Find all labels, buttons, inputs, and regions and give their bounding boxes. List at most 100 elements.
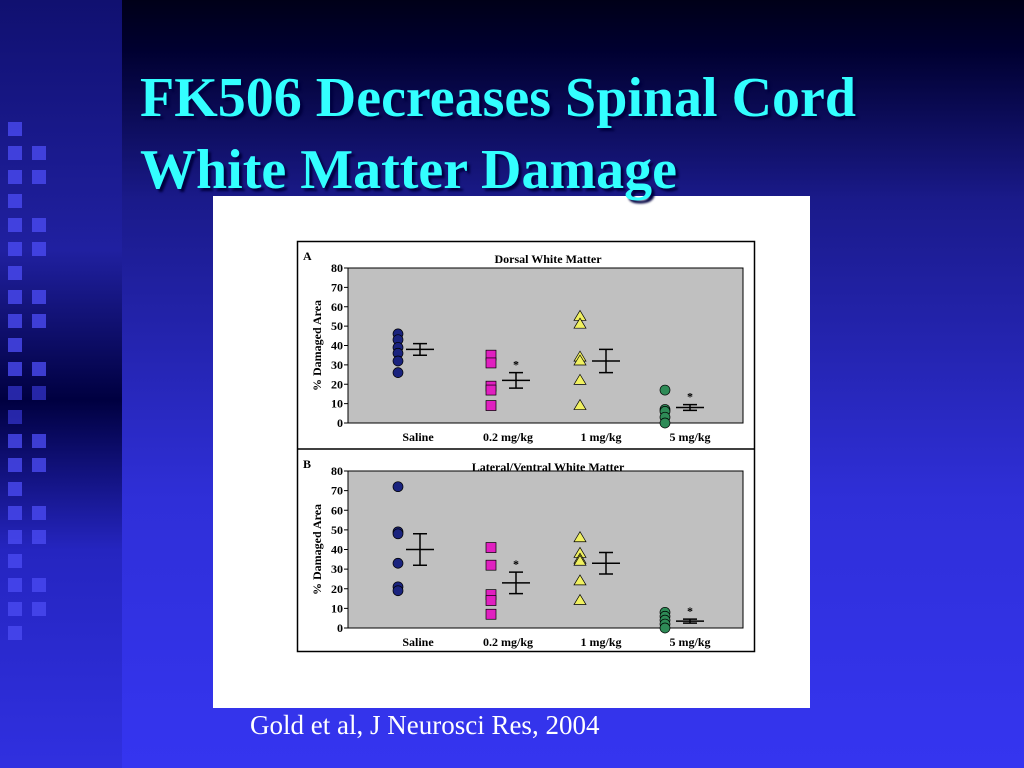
y-tick-label: 50: [331, 319, 343, 333]
decor-square: [32, 458, 46, 472]
decor-square: [32, 362, 46, 376]
decor-square: [32, 434, 46, 448]
error-bar: [599, 551, 613, 575]
x-tick-label: Saline: [402, 635, 434, 649]
decor-square: [8, 170, 22, 184]
point: [573, 593, 587, 605]
decor-square: [8, 314, 22, 328]
decor-square: [8, 506, 22, 520]
decor-square: [8, 458, 22, 472]
y-tick-label: 20: [331, 377, 343, 391]
x-tick-label: 5 mg/kg: [669, 430, 710, 444]
point: [659, 384, 671, 396]
decor-square: [8, 602, 22, 616]
decor-square: [8, 578, 22, 592]
decor-square: [8, 482, 22, 496]
decor-square: [32, 146, 46, 160]
y-tick-label: 10: [331, 397, 343, 411]
y-tick-label: 80: [331, 464, 343, 478]
point: [659, 622, 671, 634]
point: [485, 559, 497, 571]
decor-square: [32, 314, 46, 328]
y-tick-label: 70: [331, 484, 343, 498]
decor-square: [8, 554, 22, 568]
decor-square: [32, 386, 46, 400]
decor-square: [32, 578, 46, 592]
y-tick-label: 50: [331, 523, 343, 537]
y-axis-label: % Damaged Area: [310, 300, 324, 391]
decor-square: [8, 122, 22, 136]
decor-square: [8, 266, 22, 280]
chart-title: Dorsal White Matter: [494, 252, 602, 266]
y-tick-label: 0: [337, 416, 343, 430]
decor-square: [8, 362, 22, 376]
decor-square: [8, 146, 22, 160]
point: [573, 354, 587, 366]
decor-square: [8, 386, 22, 400]
decor-square: [8, 290, 22, 304]
point: [392, 557, 404, 569]
decor-square: [32, 218, 46, 232]
decor-square: [8, 194, 22, 208]
plot-area: [347, 267, 744, 424]
point: [485, 608, 497, 620]
significance: *: [513, 557, 519, 571]
decor-square: [32, 290, 46, 304]
error-bar: [413, 342, 427, 356]
x-tick-label: Saline: [402, 430, 434, 444]
x-tick-label: 0.2 mg/kg: [483, 635, 533, 649]
point: [485, 400, 497, 411]
y-tick-label: 60: [331, 503, 343, 517]
point: [573, 531, 587, 543]
point: [573, 373, 587, 385]
y-tick-label: 40: [331, 339, 343, 353]
decor-square: [8, 434, 22, 448]
y-tick-label: 0: [337, 621, 343, 635]
point: [485, 542, 497, 553]
y-tick-label: 70: [331, 280, 343, 294]
y-tick-label: 60: [331, 300, 343, 314]
citation: Gold et al, J Neurosci Res, 2004: [250, 710, 600, 740]
decor-square: [32, 602, 46, 616]
point: [573, 574, 587, 586]
decor-square: [32, 242, 46, 256]
y-tick-label: 40: [331, 543, 343, 557]
decor-square: [32, 506, 46, 520]
point: [485, 595, 497, 606]
y-tick-label: 30: [331, 562, 343, 576]
point: [573, 317, 587, 329]
point: [392, 528, 404, 540]
panel-label: A: [303, 249, 312, 263]
decor-square: [32, 530, 46, 544]
decor-square: [8, 530, 22, 544]
x-tick-label: 0.2 mg/kg: [483, 430, 533, 444]
decor-square: [8, 626, 22, 640]
point: [392, 481, 404, 493]
y-tick-label: 30: [331, 358, 343, 372]
point: [485, 384, 497, 396]
x-tick-label: 5 mg/kg: [669, 635, 710, 649]
decor-square: [8, 338, 22, 352]
significance: *: [687, 390, 693, 404]
y-tick-label: 10: [331, 601, 343, 615]
error-bar: [683, 403, 697, 412]
error-bar: [413, 533, 427, 566]
slide-title: FK506 Decreases Spinal Cord White Matter…: [140, 67, 857, 201]
point: [392, 585, 404, 597]
significance: *: [687, 604, 693, 618]
error-bar: [509, 571, 523, 595]
panel-label: B: [303, 457, 311, 471]
point: [485, 357, 497, 369]
point: [392, 367, 404, 378]
point: [659, 417, 671, 429]
point: [573, 554, 587, 566]
error-bar: [683, 618, 697, 624]
significance: *: [513, 358, 519, 372]
decor-square: [8, 242, 22, 256]
y-tick-label: 80: [331, 261, 343, 275]
point: [573, 398, 587, 410]
x-tick-label: 1 mg/kg: [580, 430, 621, 444]
point: [392, 355, 404, 367]
